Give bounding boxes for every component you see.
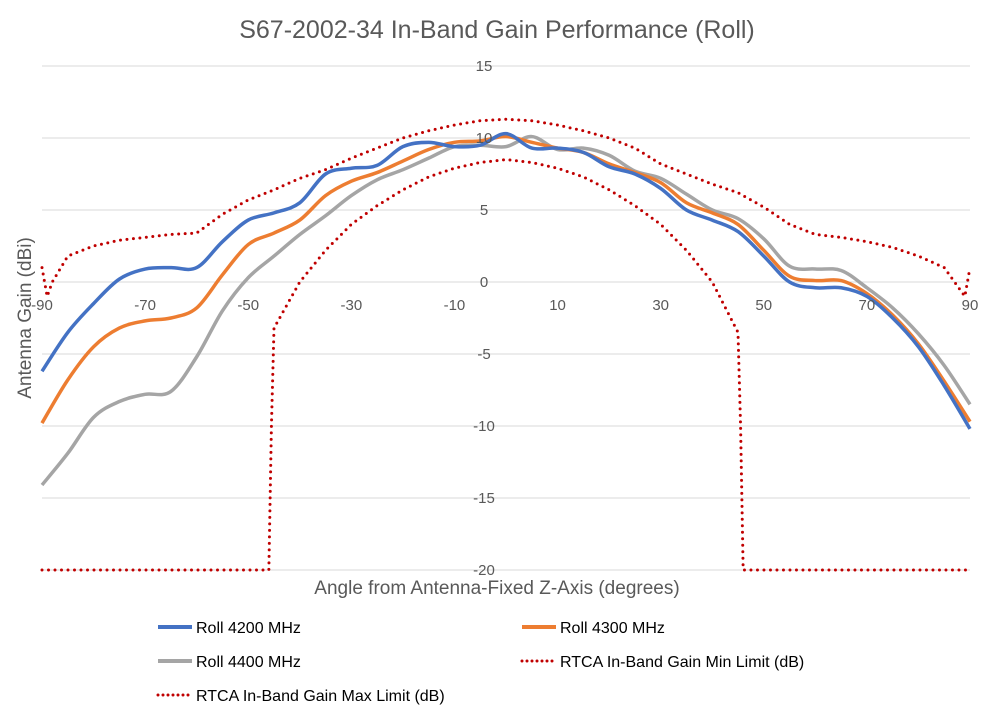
x-tick-label: 30 xyxy=(652,297,669,314)
y-tick-label: -10 xyxy=(473,418,495,435)
x-tick-label: -70 xyxy=(134,297,156,314)
y-tick-label: 0 xyxy=(480,274,488,291)
x-tick-label: 50 xyxy=(755,297,772,314)
x-tick-label: 10 xyxy=(549,297,566,314)
x-tick-labels: -90 -70 -50 -30 -10 10 30 50 70 90 xyxy=(31,297,978,314)
series-line-1 xyxy=(40,134,972,425)
gridlines xyxy=(42,65,970,571)
y-tick-labels: 15 10 5 0 -5 -10 -15 -20 xyxy=(473,58,495,579)
series-layer xyxy=(40,117,972,572)
legend: Roll 4200 MHz Roll 4300 MHz Roll 4400 MHz R… xyxy=(156,620,804,705)
series-line-0 xyxy=(40,131,972,430)
y-tick-label: 10 xyxy=(476,130,493,147)
x-tick-label: -30 xyxy=(340,297,362,314)
legend-label: Roll 4400 MHz xyxy=(196,654,301,671)
x-tick-label: -90 xyxy=(31,297,53,314)
legend-label: Roll 4200 MHz xyxy=(196,620,301,637)
y-tick-label: -20 xyxy=(473,562,495,579)
legend-label: Roll 4300 MHz xyxy=(560,620,665,637)
series-line-3 xyxy=(40,158,972,572)
y-tick-label: 15 xyxy=(476,58,493,75)
y-axis-label: Antenna Gain (dBi) xyxy=(15,237,36,399)
series-line-4 xyxy=(40,117,972,303)
y-tick-label: -5 xyxy=(477,346,490,363)
x-axis-label: Angle from Antenna-Fixed Z-Axis (degrees… xyxy=(314,578,679,599)
y-tick-label: 5 xyxy=(480,202,488,219)
x-tick-label: 70 xyxy=(859,297,876,314)
y-tick-label: -15 xyxy=(473,490,495,507)
x-tick-label: 90 xyxy=(962,297,979,314)
chart-title: S67-2002-34 In-Band Gain Performance (Ro… xyxy=(239,16,755,44)
series-line-2 xyxy=(40,134,972,487)
x-tick-label: -50 xyxy=(237,297,259,314)
legend-label: RTCA In-Band Gain Max Limit (dB) xyxy=(196,688,445,705)
legend-label: RTCA In-Band Gain Min Limit (dB) xyxy=(560,654,804,671)
x-tick-label: -10 xyxy=(444,297,466,314)
